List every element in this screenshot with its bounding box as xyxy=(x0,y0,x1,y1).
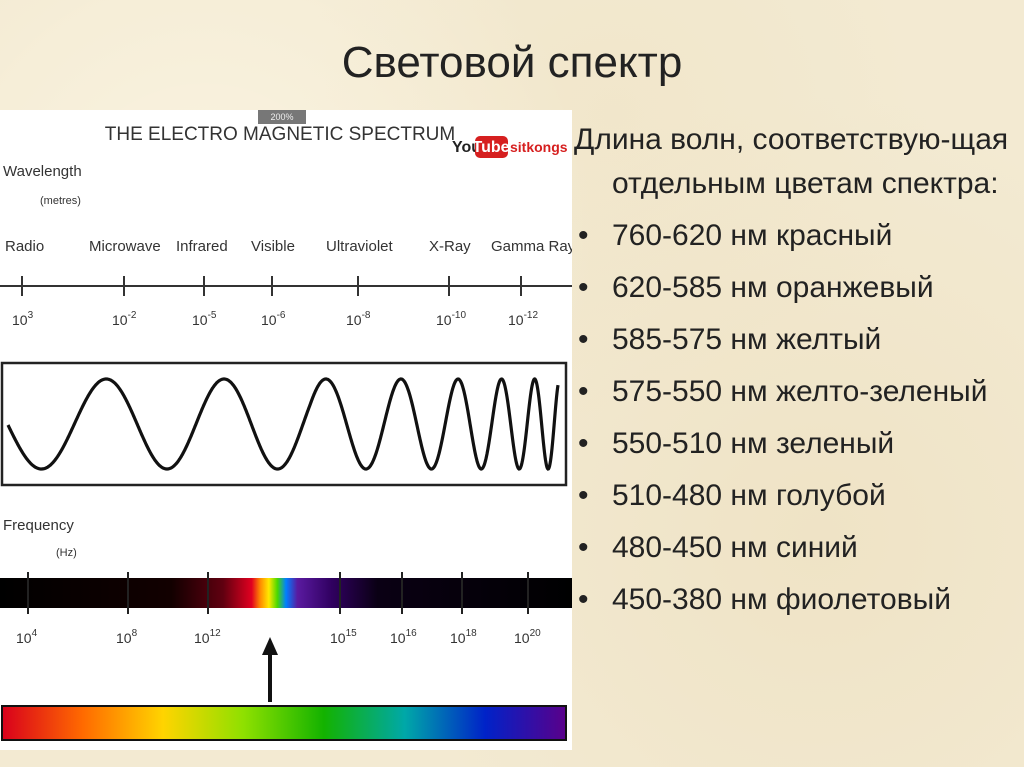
band-label-x-ray: X-Ray xyxy=(429,238,471,255)
visible-spectrum-bar xyxy=(1,705,567,741)
frequency-tick-label: 1020 xyxy=(514,628,541,646)
watermark-you-text: You xyxy=(452,139,481,156)
frequency-tick-label: 1018 xyxy=(450,628,477,646)
bullet: • xyxy=(578,583,589,616)
frequency-unit: (Hz) xyxy=(56,547,77,559)
list-item: • 575-550 нм желто-зеленый xyxy=(574,370,1024,414)
band-label-gamma-ray: Gamma Ray xyxy=(491,238,572,255)
frequency-tick-label: 104 xyxy=(16,628,38,646)
wavelength-label: Wavelength xyxy=(3,163,82,180)
range-text: 450-380 нм фиолетовый xyxy=(612,583,951,616)
wavelength-tick-label: 10-8 xyxy=(346,310,371,328)
range-text: 585-575 нм желтый xyxy=(612,323,882,356)
wavelength-text-block: Длина волн, соответствую-щая отдельным ц… xyxy=(574,118,1024,630)
wavelength-tick-label: 10-2 xyxy=(112,310,137,328)
bullet: • xyxy=(578,271,589,304)
bullet: • xyxy=(578,219,589,252)
wavelength-ticks xyxy=(21,276,522,296)
figure-title: THE ELECTRO MAGNETIC SPECTRUM xyxy=(105,124,455,145)
wavelength-tick-label: 10-5 xyxy=(192,310,217,328)
list-item: • 510-480 нм голубой xyxy=(574,474,1024,518)
em-spectrum-svg: 200% THE ELECTRO MAGNETIC SPECTRUM You T… xyxy=(0,110,572,741)
list-item: • 450-380 нм фиолетовый xyxy=(574,578,1024,622)
wavelength-tick-labels: 103 10-2 10-5 10-6 10-8 10-10 10-12 xyxy=(12,310,538,328)
frequency-tick-label: 1015 xyxy=(330,628,357,646)
bullet: • xyxy=(578,531,589,564)
wavelength-unit: (metres) xyxy=(40,195,81,207)
wavelength-tick-label: 10-6 xyxy=(261,310,286,328)
band-labels: Radio Microwave Infrared Visible Ultravi… xyxy=(5,238,572,255)
watermark-tube-text: Tube xyxy=(472,139,509,156)
list-item: • 760-620 нм красный xyxy=(574,214,1024,258)
frequency-ticks xyxy=(27,572,529,614)
arrow-up-icon xyxy=(262,637,278,702)
frequency-tick-labels: 104 108 1012 1015 1016 1018 1020 xyxy=(16,628,541,646)
bullet: • xyxy=(578,479,589,512)
range-text: 575-550 нм желто-зеленый xyxy=(612,375,988,408)
range-text: 760-620 нм красный xyxy=(612,219,893,252)
list-item: • 620-585 нм оранжевый xyxy=(574,266,1024,310)
frequency-tick-label: 108 xyxy=(116,628,138,646)
intro-text: Длина волн, соответствую-щая отдельным ц… xyxy=(574,123,1009,200)
zoom-badge xyxy=(258,110,306,124)
bullet: • xyxy=(578,375,589,408)
wavelength-tick-label: 10-10 xyxy=(436,310,466,328)
zoom-badge-text: 200% xyxy=(270,112,293,122)
range-text: 480-450 нм синий xyxy=(612,531,858,564)
wave-line xyxy=(6,377,560,471)
band-label-visible: Visible xyxy=(251,238,295,255)
watermark-channel-text: sitkongs xyxy=(510,139,568,155)
range-text: 620-585 нм оранжевый xyxy=(612,271,934,304)
range-text: 550-510 нм зеленый xyxy=(612,427,895,460)
band-label-microwave: Microwave xyxy=(89,238,161,255)
frequency-tick-label: 1012 xyxy=(194,628,221,646)
slide-title: Световой спектр xyxy=(341,38,683,87)
wavelength-tick-label: 10-12 xyxy=(508,310,538,328)
frequency-tick-label: 1016 xyxy=(390,628,417,646)
wavelength-tick-label: 103 xyxy=(12,310,34,328)
list-item: • 550-510 нм зеленый xyxy=(574,422,1024,466)
color-range-list: • 760-620 нм красный • 620-585 нм оранжевы… xyxy=(574,214,1024,622)
wave-box xyxy=(0,361,568,487)
band-label-ultraviolet: Ultraviolet xyxy=(326,238,394,255)
em-spectrum-figure: 200% THE ELECTRO MAGNETIC SPECTRUM You T… xyxy=(0,110,572,750)
bullet: • xyxy=(578,427,589,460)
band-label-radio: Radio xyxy=(5,238,44,255)
range-text: 510-480 нм голубой xyxy=(612,479,886,512)
frequency-label: Frequency xyxy=(3,517,74,534)
bullet: • xyxy=(578,323,589,356)
list-item: • 585-575 нм желтый xyxy=(574,318,1024,362)
frequency-spectrum-bar xyxy=(0,578,572,608)
youtube-logo-icon xyxy=(475,136,508,158)
band-label-infrared: Infrared xyxy=(176,238,228,255)
list-item: • 480-450 нм синий xyxy=(574,526,1024,570)
